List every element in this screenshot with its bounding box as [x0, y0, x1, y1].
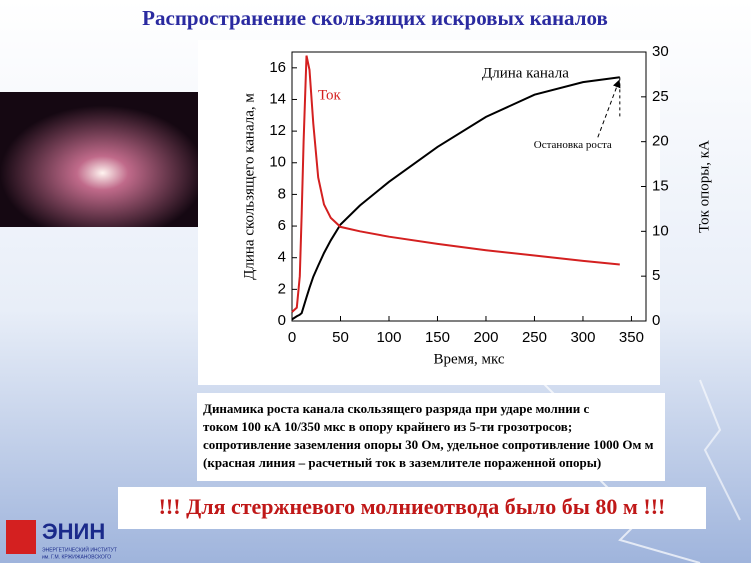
caption: Динамика роста канала скользящего разряд… [203, 401, 654, 470]
logo-subtitle: ЭНЕРГЕТИЧЕСКИЙ ИНСТИТУТ [42, 545, 117, 553]
x-tick-label: 150 [425, 329, 450, 346]
y-tick-label: 6 [278, 217, 286, 234]
x-tick-label: 100 [376, 329, 401, 346]
lightning [699, 379, 741, 521]
banner: !!! Для стержневого молниеотвода было бы… [159, 494, 666, 519]
annotation: Остановка роста [534, 139, 612, 151]
x-tick-label: 250 [522, 329, 547, 346]
x-tick-label: 200 [473, 329, 498, 346]
y2-tick-label: 10 [652, 222, 669, 239]
y2-tick-label: 20 [652, 133, 669, 150]
caption-line: сопротивление заземления опоры 30 Ом, уд… [203, 437, 654, 452]
logo-subtitle: им. Г.М. КРЖИЖАНОВСКОГО [42, 554, 111, 560]
chart-panel [198, 40, 660, 385]
x-tick-label: 0 [288, 329, 296, 346]
annotation-arrow [597, 79, 621, 138]
x-tick-label: 350 [619, 329, 644, 346]
y-tick-label: 10 [269, 154, 286, 171]
y2-tick-label: 30 [652, 43, 669, 60]
caption-line: Динамика роста канала скользящего разряд… [203, 401, 590, 416]
logo: ЭНИН [42, 519, 105, 544]
y2-tick-label: 25 [652, 88, 669, 105]
y2-tick-label: 15 [652, 177, 669, 194]
series-line [291, 76, 620, 321]
slide-title: Распространение скользящих искровых кана… [142, 6, 608, 30]
y-tick-label: 16 [269, 59, 286, 76]
y-tick-label: 12 [269, 122, 286, 139]
caption-line: током 100 кА 10/350 мкс в опору крайнего… [203, 419, 572, 434]
photo [0, 92, 205, 227]
series-line [291, 55, 620, 313]
logo-mark [6, 520, 36, 554]
y-tick-label: 2 [278, 280, 286, 297]
series-label: Длина канала [482, 65, 569, 81]
y-tick-label: 0 [278, 312, 286, 329]
y-tick-label: 14 [269, 90, 286, 107]
series-label: Ток [318, 87, 342, 103]
y2-tick-label: 0 [652, 312, 660, 329]
y-tick-label: 4 [278, 249, 286, 266]
chart: 0 50 100 150 200 250 300 350 0 2 4 6 8 10 12 14 16 0 5 10 15… [241, 43, 712, 367]
y2-axis-label: Ток опоры, кА [696, 140, 712, 233]
y-axis-label: Длина скользящего канала, м [241, 93, 257, 280]
y-tick-label: 8 [278, 185, 286, 202]
x-tick-label: 50 [332, 329, 349, 346]
caption-box [197, 393, 665, 481]
x-axis-label: Время, мкс [433, 351, 504, 367]
y2-tick-label: 5 [652, 267, 660, 284]
caption-line: (красная линия – расчетный ток в заземли… [203, 455, 601, 470]
banner-box [118, 487, 706, 529]
x-tick-label: 300 [570, 329, 595, 346]
